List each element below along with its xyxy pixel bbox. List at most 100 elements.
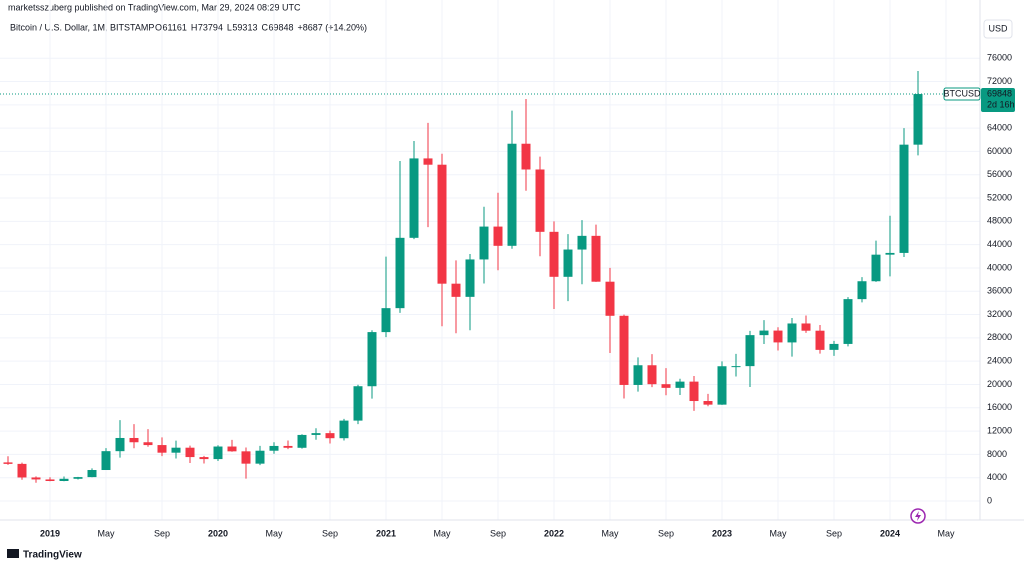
x-tick-label: May	[265, 528, 283, 538]
candle-body	[213, 446, 223, 460]
candle-body	[283, 445, 293, 448]
y-tick-label: 64000	[987, 122, 1012, 132]
price-tag	[981, 88, 1015, 113]
event-icon-bolt	[915, 511, 921, 521]
y-tick-label: 8000	[987, 449, 1007, 459]
candle-body	[423, 158, 433, 165]
y-tick-label: 40000	[987, 262, 1012, 272]
candle-body	[101, 451, 111, 471]
candle-body	[535, 169, 545, 232]
legend-key: H	[191, 22, 198, 32]
candle-body	[647, 365, 657, 385]
y-tick-label: 32000	[987, 309, 1012, 319]
y-tick-label: 28000	[987, 332, 1012, 342]
currency-button[interactable]	[983, 19, 1013, 39]
legend-key: O	[155, 22, 162, 32]
candle-body	[577, 235, 587, 250]
candle-body	[199, 457, 209, 460]
candle-body	[815, 330, 825, 350]
candle-body	[675, 381, 685, 388]
currency[interactable]: USD	[988, 23, 1008, 33]
legend-value: 59313	[232, 22, 257, 32]
symbol-label: BTCUSD	[943, 88, 981, 98]
y-tick-label: 0	[987, 495, 992, 505]
x-tick-label: May	[433, 528, 451, 538]
legend-value: +8687 (+14.20%)	[297, 22, 367, 32]
candle-body	[633, 365, 643, 385]
candle-body	[3, 462, 13, 464]
candle-body	[143, 442, 153, 446]
candle-body	[857, 281, 867, 300]
x-tick-label: 2023	[712, 528, 732, 538]
y-tick-label: 72000	[987, 76, 1012, 86]
y-tick-label: 60000	[987, 146, 1012, 156]
candle-body	[479, 226, 489, 260]
price-label: 69848	[987, 88, 1012, 98]
candle-body	[339, 420, 349, 439]
candle-body	[899, 144, 909, 253]
candle-body	[325, 433, 335, 439]
candle-body	[717, 366, 727, 405]
y-tick-label: 16000	[987, 402, 1012, 412]
legend-value: 73794	[198, 22, 223, 32]
candle-body	[395, 237, 405, 309]
candle-body	[227, 446, 237, 452]
candle-body	[493, 226, 503, 246]
candle-body	[787, 323, 797, 343]
candle-body	[31, 477, 41, 480]
x-tick-label: May	[601, 528, 619, 538]
candle-body	[801, 323, 811, 331]
logo-text: TradingView	[23, 550, 82, 561]
y-tick-label: 48000	[987, 216, 1012, 226]
x-tick-label: Sep	[490, 528, 506, 538]
candle-body	[115, 437, 125, 452]
candle-body	[255, 450, 265, 464]
candle-body	[367, 332, 377, 387]
candle-body	[759, 330, 769, 336]
candle-body	[731, 366, 741, 368]
x-tick-label: May	[769, 528, 787, 538]
candle-body	[549, 231, 559, 277]
y-tick-label: 76000	[987, 53, 1012, 63]
candle-body	[465, 259, 475, 297]
candle-body	[885, 252, 895, 255]
countdown-label: 2d 16h	[987, 99, 1015, 109]
candle-body	[563, 249, 573, 277]
candle-body	[353, 386, 363, 421]
y-tick-label: 20000	[987, 379, 1012, 389]
chart-title: Bitcoin / U.S. Dollar, 1M, BITSTAMP	[10, 22, 154, 32]
candle-body	[605, 281, 615, 316]
candle-body	[297, 434, 307, 448]
candle-body	[913, 94, 923, 145]
y-tick-label: 56000	[987, 169, 1012, 179]
x-tick-label: Sep	[154, 528, 170, 538]
x-tick-label: 2021	[376, 528, 396, 538]
candle-body	[773, 330, 783, 343]
x-tick-label: May	[937, 528, 955, 538]
legend-key: L	[227, 22, 232, 32]
logo-mark	[7, 549, 19, 558]
y-tick-label: 4000	[987, 472, 1007, 482]
y-tick-label: 44000	[987, 239, 1012, 249]
x-tick-label: Sep	[826, 528, 842, 538]
candle-body	[507, 143, 517, 246]
candle-body	[871, 254, 881, 282]
candle-body	[591, 235, 601, 282]
x-tick-label: 2020	[208, 528, 228, 538]
candle-body	[521, 143, 531, 170]
y-tick-label: 36000	[987, 286, 1012, 296]
candle-body	[437, 164, 447, 284]
candle-body	[269, 445, 279, 451]
candle-body	[17, 463, 27, 478]
candle-body	[45, 479, 55, 481]
candle-body	[689, 381, 699, 402]
candle-body	[171, 447, 181, 453]
x-tick-label: 2019	[40, 528, 60, 538]
candle-body	[59, 478, 69, 481]
candle-body	[241, 451, 251, 464]
candle-body	[381, 308, 391, 333]
candle-body	[703, 401, 713, 405]
x-tick-label: Sep	[658, 528, 674, 538]
legend-value: 69848	[268, 22, 293, 32]
